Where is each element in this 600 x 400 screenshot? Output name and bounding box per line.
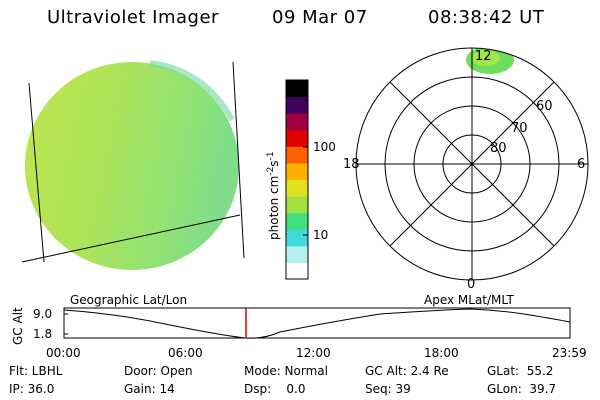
colorbar-tick-label-10: 10 (313, 228, 328, 242)
colorbar-strip (286, 80, 308, 98)
colorbar-frame (285, 79, 309, 280)
aurora-patch-core (472, 50, 500, 66)
y-tick-label-min: 1.8 (33, 327, 52, 341)
colorbar-unit-label: photon cm-2s-1 (266, 151, 281, 240)
colorbar: 100 10 photon cm-2s-1 (266, 79, 336, 280)
uv-image (21, 60, 245, 270)
info-gain: Gain: 14 (124, 382, 175, 396)
instrument-title: Ultraviolet Imager (47, 7, 219, 28)
x-tick-label-0000: 00:00 (46, 346, 81, 360)
y-tick-label-max: 9.0 (33, 307, 52, 321)
mlt-label-0: 0 (467, 277, 475, 292)
timeline-right-title: Apex MLat/MLT (424, 293, 514, 307)
info-glat: GLat: 55.2 (487, 364, 554, 378)
colorbar-strip (286, 162, 308, 180)
polar-plot: 12 18 6 0 60 70 80 (343, 47, 589, 292)
lat-label-60: 60 (536, 99, 553, 114)
timeline-y-label: GC Alt (11, 307, 25, 345)
info-gc-alt: GC Alt: 2.4 Re (365, 364, 449, 378)
polar-diagonal-2 (389, 81, 555, 247)
mlt-label-18: 18 (343, 157, 360, 172)
disk-edge-glow (149, 60, 235, 122)
x-tick-label-2359: 23:59 (552, 346, 587, 360)
colorbar-tick-label-100: 100 (313, 140, 336, 154)
colorbar-strip (286, 229, 308, 247)
lat-label-80: 80 (490, 141, 507, 156)
colorbar-strip (286, 129, 308, 147)
coord-line-right (232, 61, 245, 259)
colorbar-strip (286, 196, 308, 214)
timeline-left-title: Geographic Lat/Lon (70, 293, 187, 307)
earth-disk-texture (25, 62, 239, 270)
colorbar-strip (286, 212, 308, 230)
colorbar-strip (286, 146, 308, 164)
x-tick-label-0600: 06:00 (168, 346, 203, 360)
info-flt: Flt: LBHL (9, 364, 63, 378)
mlt-label-6: 6 (577, 157, 585, 172)
info-door: Door: Open (124, 364, 193, 378)
info-mode: Mode: Normal (244, 364, 328, 378)
info-ip: IP: 36.0 (9, 382, 55, 396)
colorbar-strip (286, 245, 308, 263)
colorbar-strip (286, 179, 308, 197)
altitude-curve (63, 308, 571, 339)
x-tick-label-1800: 18:00 (424, 346, 459, 360)
timeline-y-label-text: GC Alt (11, 307, 25, 345)
timeline-frame (63, 307, 571, 339)
x-tick-label-1200: 12:00 (296, 346, 331, 360)
timeline: Geographic Lat/Lon Apex MLat/MLT GC Alt … (11, 293, 587, 360)
observation-time: 08:38:42 UT (428, 7, 545, 28)
info-dsp: Dsp: 0.0 (244, 382, 306, 396)
coord-line-left (28, 82, 45, 263)
info-seq: Seq: 39 (365, 382, 411, 396)
lat-label-70: 70 (511, 121, 528, 136)
observation-date: 09 Mar 07 (272, 7, 368, 28)
colorbar-strip (286, 262, 308, 280)
mlt-label-12: 12 (475, 49, 492, 64)
info-glon: GLon: 39.7 (487, 382, 557, 396)
coord-line-bottom (21, 214, 241, 263)
colorbar-strip (286, 96, 308, 114)
colorbar-strip (286, 113, 308, 131)
colorbar-unit-text: photon cm-2s-1 (266, 151, 281, 240)
